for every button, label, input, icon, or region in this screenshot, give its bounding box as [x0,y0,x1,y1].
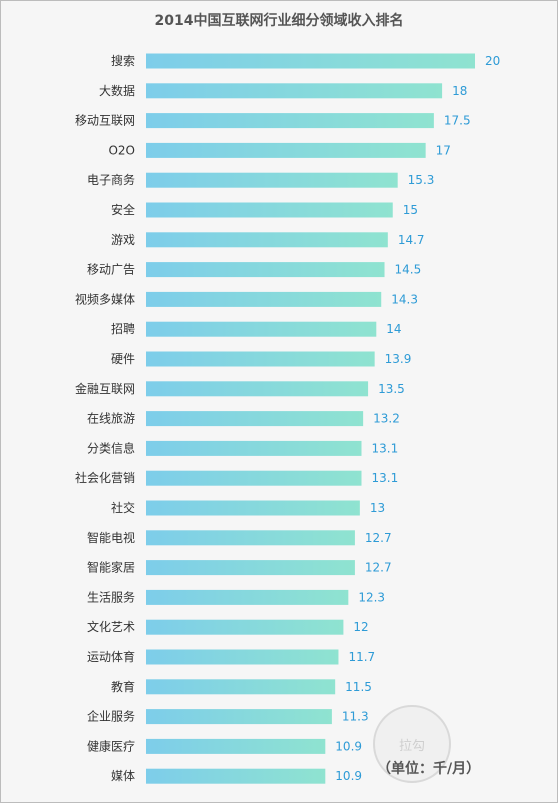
bar [146,321,377,337]
bar [146,768,326,784]
category-label: O2O [108,143,135,157]
value-label: 20 [485,54,500,68]
category-label: 移动广告 [87,263,135,277]
bar [146,291,382,307]
category-label: 企业服务 [87,709,135,724]
value-label: 13.1 [371,441,398,455]
category-label: 在线旅游 [87,412,135,426]
category-label: 电子商务 [87,172,135,187]
bar [146,351,375,367]
category-label: 移动互联网 [75,114,135,128]
category-label: 大数据 [99,83,135,98]
value-label: 13.5 [378,382,405,396]
category-label: 智能家居 [87,560,135,575]
category-label: 搜索 [111,53,135,68]
bar [146,232,388,248]
value-label: 13.1 [371,471,398,485]
category-label: 教育 [111,679,135,694]
category-label: 智能电视 [87,530,135,545]
value-label: 12.7 [365,531,392,545]
bar [146,411,364,427]
bar [146,619,344,635]
bar [146,649,339,665]
value-label: 17.5 [444,114,471,128]
bar [146,738,326,754]
unit-label: （单位：千/月） [377,761,481,777]
category-label: 社会化营销 [75,470,135,485]
bar [146,440,362,456]
bar [146,560,355,576]
bar [146,53,475,69]
value-label: 13.9 [385,352,412,366]
chart-title: 2014中国互联网行业细分领域收入排名 [154,13,404,29]
bar [146,381,369,397]
bar [146,113,434,129]
value-label: 10.9 [335,739,362,753]
category-label: 健康医疗 [87,738,135,753]
value-label: 14.3 [391,292,418,306]
value-label: 14 [386,322,401,336]
value-label: 12.3 [358,590,385,604]
bar [146,679,336,695]
category-label: 生活服务 [87,589,135,604]
bar [146,500,360,516]
watermark-logo: 拉勾 [373,705,451,783]
bar [146,142,426,158]
category-label: 媒体 [111,769,135,783]
bar [146,709,332,725]
bar [146,172,398,188]
category-label: 招聘 [111,322,135,336]
value-label: 13 [370,501,385,515]
category-label: 硬件 [111,352,135,366]
value-label: 11.5 [345,680,372,694]
value-label: 10.9 [335,769,362,783]
value-label: 14.7 [398,233,425,247]
bar [146,262,385,278]
value-label: 17 [436,143,451,157]
value-label: 11.7 [348,650,375,664]
value-label: 11.3 [342,710,369,724]
bar [146,202,393,218]
value-label: 12.7 [365,561,392,575]
value-label: 15.3 [408,173,435,187]
bar [146,83,443,99]
category-label: 文化艺术 [87,619,135,634]
value-label: 13.2 [373,412,400,426]
value-label: 15 [403,203,418,217]
value-label: 18 [452,84,467,98]
category-label: 社交 [111,500,135,515]
category-label: 游戏 [111,233,135,247]
bar [146,470,362,486]
category-label: 分类信息 [87,440,135,455]
category-label: 金融互联网 [75,381,135,396]
bar [146,589,349,605]
category-label: 视频多媒体 [75,291,135,306]
value-label: 14.5 [395,263,422,277]
value-label: 12 [353,620,368,634]
category-label: 运动体育 [87,649,135,664]
category-label: 安全 [111,202,135,217]
bar [146,530,355,546]
